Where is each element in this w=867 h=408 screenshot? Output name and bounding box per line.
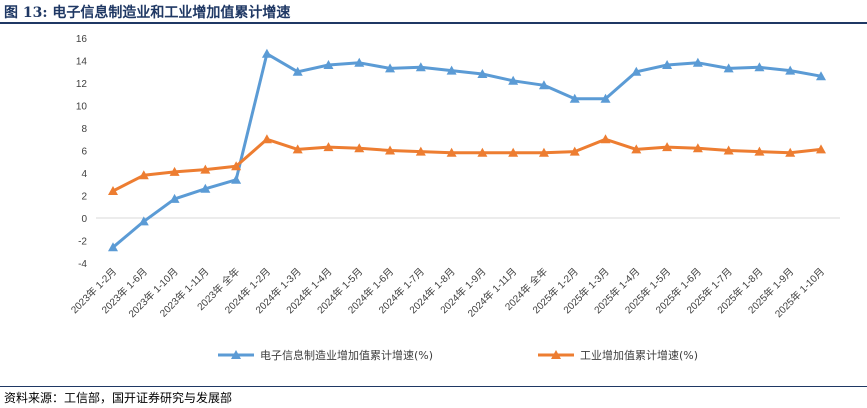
data-point-2 [538,147,549,157]
x-tick-label: 2025年 1-10月 [772,265,827,320]
data-point-1 [323,60,334,69]
legend-marker-1 [231,350,241,359]
y-tick-label: -2 [78,237,87,248]
y-tick-label: 6 [81,147,87,158]
data-point-2 [569,146,580,156]
data-point-2 [692,143,703,153]
data-point-1 [816,71,826,81]
data-point-2 [600,134,611,144]
data-point-2 [354,143,365,153]
y-tick-label: 12 [76,79,88,90]
data-point-2 [200,164,211,174]
data-point-1 [754,62,765,72]
data-point-2 [477,147,488,157]
data-point-2 [785,147,796,157]
data-point-1 [261,48,272,58]
y-tick-label: 10 [76,102,88,113]
data-point-2 [108,186,118,195]
data-point-1 [692,57,703,67]
data-point-2 [323,142,334,152]
data-point-1 [354,57,365,67]
data-point-1 [508,75,519,85]
data-point-1 [200,183,211,193]
legend-marker-2 [551,350,561,359]
y-tick-label: 8 [81,124,87,135]
data-point-2 [662,142,673,152]
data-point-2 [631,144,642,154]
y-tick-label: 16 [76,34,88,45]
data-point-2 [169,166,180,176]
data-point-2 [138,170,149,180]
data-point-1 [631,66,642,76]
data-point-1 [385,63,396,73]
data-point-2 [508,147,519,157]
y-tick-label: 14 [76,57,88,68]
data-point-1 [446,65,457,75]
data-point-2 [292,144,303,154]
y-tick-label: 2 [81,192,87,203]
source-note: 资料来源：工信部，国开证券研究与发展部 [4,391,233,405]
legend-label-2: 工业增加值累计增速(%) [580,348,698,362]
data-point-1 [569,93,580,103]
data-point-2 [231,161,242,171]
title-bar: 图 13: 电子信息制造业和工业增加值累计增速 [0,0,867,24]
data-point-1 [415,62,426,72]
data-point-1 [169,193,180,203]
legend-label-1: 电子信息制造业增加值累计增速(%) [260,348,433,362]
data-point-2 [261,134,272,144]
data-point-1 [108,242,118,252]
data-point-1 [138,216,149,226]
series-line-2 [112,137,822,193]
data-point-2 [723,145,734,155]
data-point-1 [292,66,303,76]
data-point-1 [662,60,673,69]
figure-title: 图 13: 电子信息制造业和工业增加值累计增速 [4,5,291,21]
series-line-1 [112,52,822,249]
data-point-2 [415,146,426,156]
data-point-2 [816,144,826,154]
data-point-1 [477,69,488,78]
data-point-2 [446,147,457,157]
data-point-2 [385,145,396,155]
footer-rule [0,386,867,387]
y-tick-label: 4 [81,169,87,180]
data-point-1 [231,174,242,184]
y-tick-label: -4 [78,259,87,270]
y-tick-label: 0 [81,214,87,225]
data-point-1 [785,65,796,75]
data-point-2 [754,146,765,156]
data-point-1 [538,80,549,90]
data-point-1 [600,93,611,103]
data-point-1 [723,63,734,73]
